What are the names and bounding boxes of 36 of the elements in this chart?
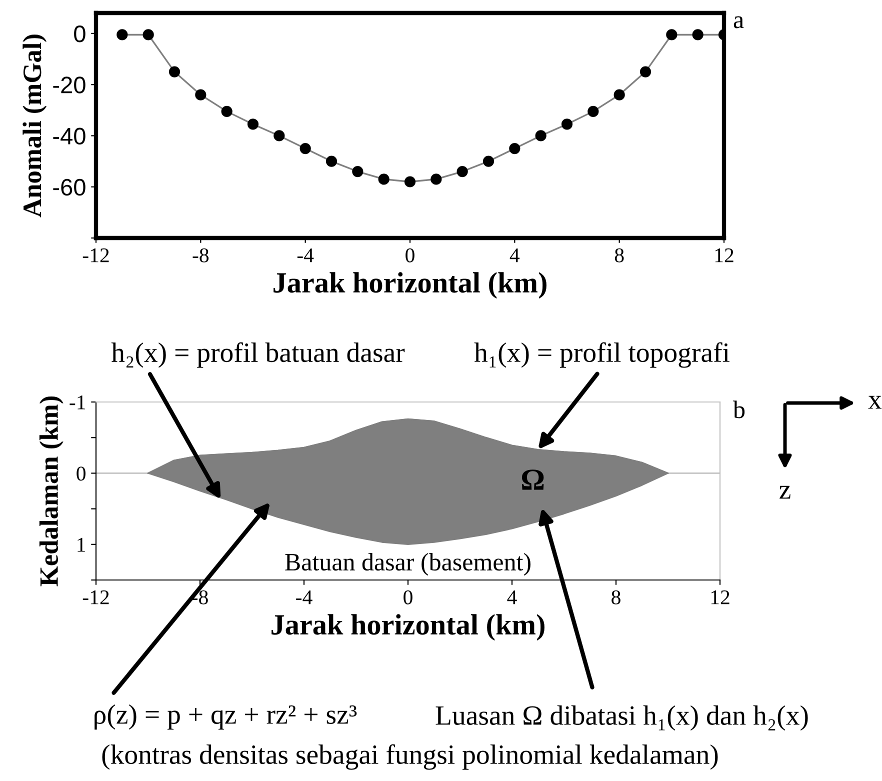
x-tick-label: 0 [404, 590, 412, 604]
annotation: Ω [522, 470, 544, 490]
y-tick-label: -20 [53, 76, 86, 94]
x-tick-label: 12 [715, 248, 734, 262]
text: z [780, 486, 790, 499]
x-tick-label: -8 [192, 248, 209, 262]
x-tick-label: 8 [614, 248, 624, 262]
y-tick-label: 0 [76, 466, 86, 481]
x-tick-label: -4 [296, 590, 312, 604]
text: Luasan Ω dibatasi h₁(x) dan h₂(x) [436, 705, 808, 731]
annotation: Batuan dasar (basement) [285, 553, 530, 576]
x-tick-label: -12 [82, 590, 109, 604]
x-axis-title: Jarak horizontal (km) [272, 614, 544, 641]
y-tick-label: -60 [53, 178, 86, 196]
y-axis-title: Kedalaman (km) [39, 396, 64, 586]
y-tick-label: 0 [74, 26, 86, 42]
x-tick-label: -8 [192, 590, 208, 604]
x-tick-label: 0 [406, 248, 414, 262]
x-axis-title: Jarak horizontal (km) [274, 272, 546, 299]
x-tick-label: 8 [612, 590, 620, 604]
annotation: h₂(x) = profil batuan dasar [111, 342, 405, 368]
x-tick-label: 4 [507, 590, 517, 604]
text: a [734, 16, 744, 28]
text: x [868, 396, 882, 409]
x-tick-label: -4 [297, 248, 314, 262]
text: ρ(z) = p + qz + rz² + sz³ [94, 704, 357, 730]
x-tick-label: 12 [711, 590, 730, 604]
y-axis-title: Anomali (mGal) [22, 34, 47, 218]
y-tick-label: 1 [78, 538, 86, 552]
text: (kontras densitas sebagai fungsi polinomial kedalaman) [102, 744, 718, 770]
y-tick-label: -40 [53, 128, 86, 145]
x-tick-label: 4 [510, 248, 520, 262]
text: b [733, 400, 745, 418]
annotation: h₁(x) = profil topografi [474, 342, 730, 368]
x-tick-label: -12 [82, 248, 109, 262]
y-tick-label: -1 [70, 395, 86, 410]
